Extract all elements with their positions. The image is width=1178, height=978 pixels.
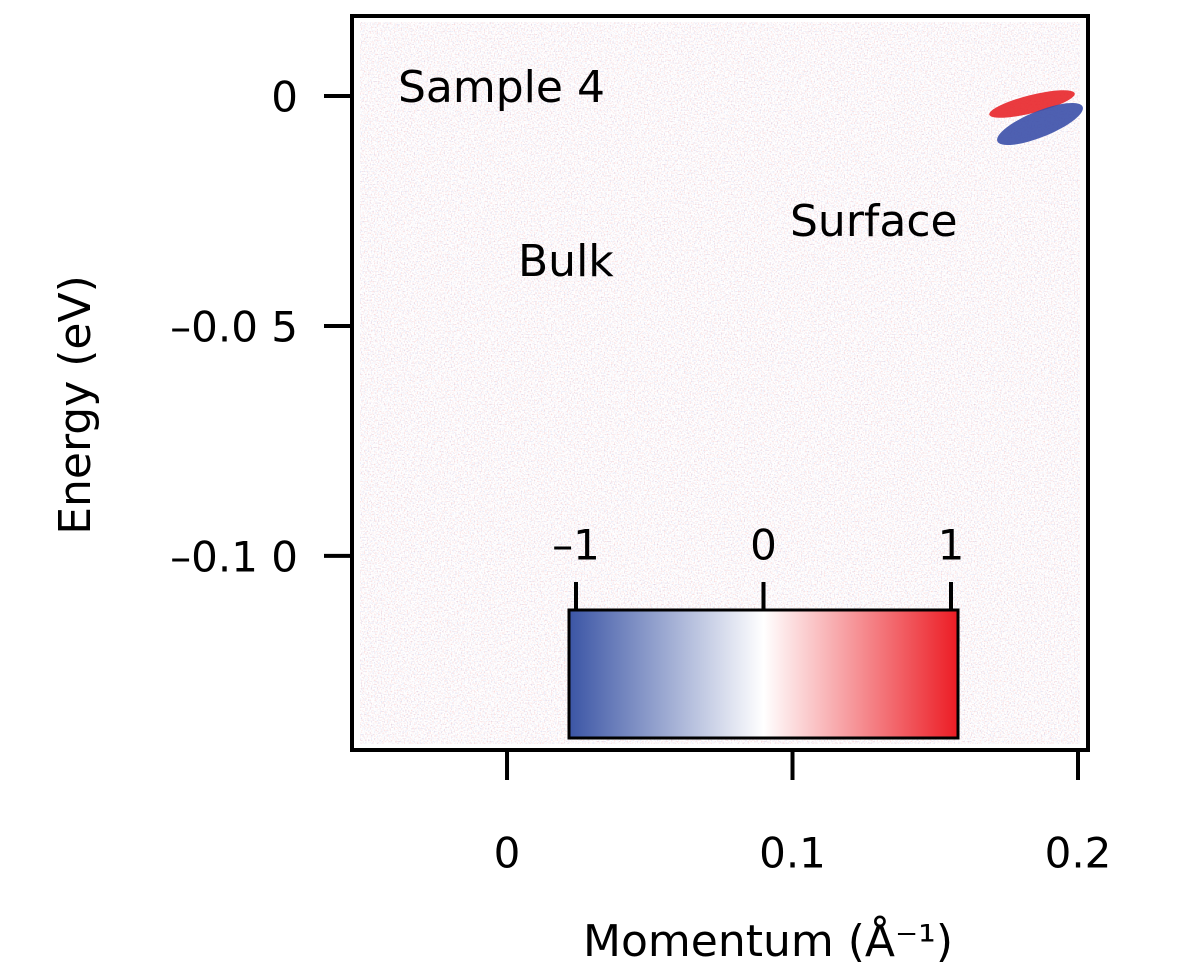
x-tick-label: 0.2	[1045, 829, 1112, 878]
heatmap-image	[360, 22, 1083, 744]
colorbar-tick-label: 0	[750, 521, 777, 570]
plot-frame	[350, 14, 1090, 752]
y-tick-label: –0.1 0	[170, 532, 298, 581]
annotation: Surface	[790, 196, 958, 247]
colorbar-tick-label: –1	[552, 521, 600, 570]
x-tick-label: 0	[494, 829, 521, 878]
y-axis-label: Energy (eV)	[50, 275, 101, 535]
y-tick-label: –0.0 5	[170, 302, 298, 351]
annotation: Bulk	[518, 236, 614, 287]
colorbar	[567, 608, 960, 740]
x-tick-label: 0.1	[759, 829, 826, 878]
x-axis-label: Momentum (Å⁻¹)	[583, 914, 953, 967]
y-tick-label: 0	[271, 73, 298, 122]
annotation: Sample 4	[398, 62, 605, 113]
colorbar-tick-label: 1	[938, 521, 965, 570]
